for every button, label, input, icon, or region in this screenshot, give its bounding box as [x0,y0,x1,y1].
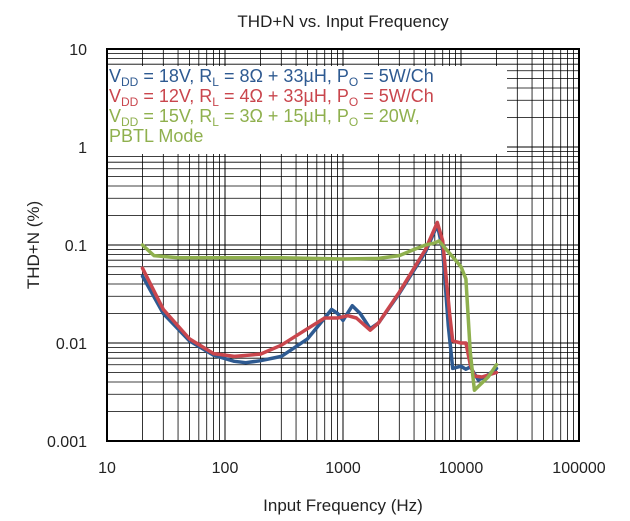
y-tick-label: 10 [69,42,87,59]
y-tick-labels: 10 1 0.1 0.01 0.001 [47,42,87,451]
legend-entry: VDD = 15V, RL = 3Ω + 15µH, PO = 20W, [109,106,420,129]
series-line-3 [140,239,499,392]
x-axis-label: Input Frequency (Hz) [263,496,423,515]
y-axis-label: THD+N (%) [24,201,43,289]
series-line-2 [140,220,499,379]
x-tick-labels: 10 100 1000 10000 100000 [98,460,606,477]
y-tick-label: 0.001 [47,434,87,451]
legend-background [107,66,507,154]
legend: VDD = 18V, RL = 8Ω + 33µH, PO = 5W/ChVDD… [109,66,434,146]
plot-frame [106,48,580,442]
legend-entry: VDD = 12V, RL = 4Ω + 33µH, PO = 5W/Ch [109,86,434,109]
chart-title: THD+N vs. Input Frequency [237,12,449,31]
y-tick-label: 0.1 [65,238,87,255]
x-tick-label: 100000 [552,460,605,477]
legend-entry: VDD = 18V, RL = 8Ω + 33µH, PO = 5W/Ch [109,66,434,89]
legend-entry: PBTL Mode [109,126,203,146]
x-tick-label: 100 [212,460,239,477]
series-lines [140,220,499,392]
x-tick-label: 10 [98,460,116,477]
y-tick-label: 0.01 [56,336,87,353]
y-tick-label: 1 [78,140,87,157]
series-line-1 [140,223,499,382]
x-tick-label: 1000 [325,460,361,477]
x-tick-label: 10000 [439,460,484,477]
